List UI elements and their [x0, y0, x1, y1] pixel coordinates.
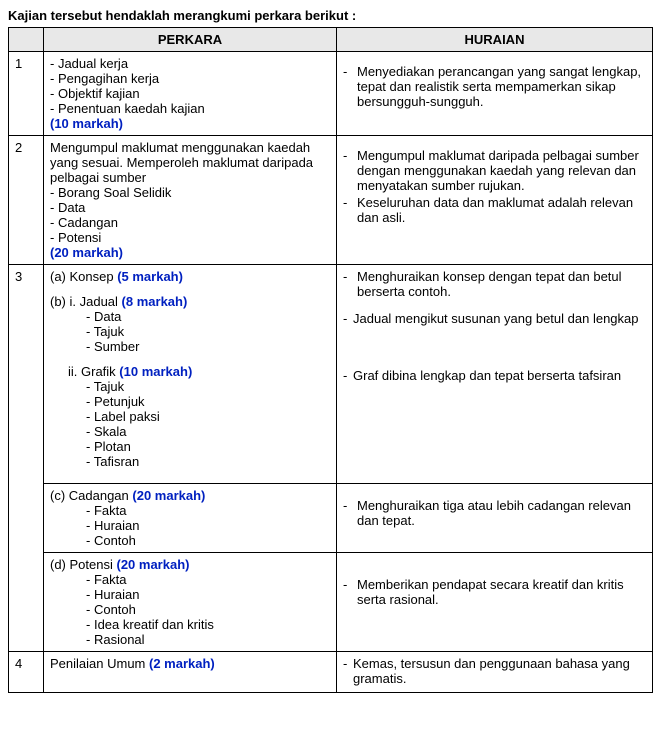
section-label: (a) Konsep: [50, 269, 117, 284]
table-row: 1 Jadual kerja Pengagihan kerja Objektif…: [9, 52, 653, 136]
header-perkara: PERKARA: [44, 28, 337, 52]
intro-text: Mengumpul maklumat menggunakan kaedah ya…: [50, 140, 330, 185]
huraian-text: Kemas, tersusun dan penggunaan bahasa ya…: [353, 656, 646, 686]
list-item: Contoh: [94, 533, 136, 548]
marks-label: (20 markah): [50, 245, 123, 260]
list-item: Borang Soal Selidik: [50, 185, 330, 200]
huraian-text: Jadual mengikut susunan yang betul dan l…: [353, 311, 639, 326]
rubric-table: PERKARA HURAIAN 1 Jadual kerja Pengagiha…: [8, 27, 653, 693]
huraian-text: Mengumpul maklumat daripada pelbagai sum…: [357, 148, 646, 193]
marks-label: (10 markah): [50, 116, 123, 131]
huraian-text: Menghuraikan tiga atau lebih cadangan re…: [357, 498, 646, 528]
list-item: Label paksi: [94, 409, 160, 424]
list-item: Fakta: [94, 572, 127, 587]
row-number: 2: [9, 136, 44, 265]
section-label: Penilaian Umum: [50, 656, 149, 671]
list-item: Rasional: [94, 632, 145, 647]
list-item: Tajuk: [94, 324, 124, 339]
table-row: (c) Cadangan (20 markah) - Fakta - Hurai…: [9, 484, 653, 553]
perkara-cell: (d) Potensi (20 markah) - Fakta - Huraia…: [44, 553, 337, 652]
huraian-text: Keseluruhan data dan maklumat adalah rel…: [357, 195, 646, 225]
section-label: (c) Cadangan: [50, 488, 132, 503]
list-item: Idea kreatif dan kritis: [94, 617, 214, 632]
list-item: Tafisran: [94, 454, 140, 469]
huraian-text: Memberikan pendapat secara kreatif dan k…: [357, 577, 646, 607]
section-label: ii. Grafik: [68, 364, 119, 379]
huraian-cell: -Memberikan pendapat secara kreatif dan …: [337, 553, 653, 652]
list-item: Fakta: [94, 503, 127, 518]
list-item: Data: [94, 309, 121, 324]
list-item: Skala: [94, 424, 127, 439]
list-item: Tajuk: [94, 379, 124, 394]
huraian-cell: -Kemas, tersusun dan penggunaan bahasa y…: [337, 652, 653, 693]
huraian-cell: -Menghuraikan konsep dengan tepat dan be…: [337, 265, 653, 484]
huraian-text: Menghuraikan konsep dengan tepat dan bet…: [357, 269, 646, 299]
list-item: Sumber: [94, 339, 140, 354]
perkara-cell: Jadual kerja Pengagihan kerja Objektif k…: [44, 52, 337, 136]
list-item: Huraian: [94, 587, 140, 602]
marks-label: (2 markah): [149, 656, 215, 671]
perkara-cell: (c) Cadangan (20 markah) - Fakta - Hurai…: [44, 484, 337, 553]
marks-label: (8 markah): [122, 294, 188, 309]
row-number: 1: [9, 52, 44, 136]
marks-label: (10 markah): [119, 364, 192, 379]
list-item: Plotan: [94, 439, 131, 454]
page-title: Kajian tersebut hendaklah merangkumi per…: [8, 8, 653, 23]
marks-label: (20 markah): [116, 557, 189, 572]
list-item: Jadual kerja: [50, 56, 330, 71]
huraian-cell: -Mengumpul maklumat daripada pelbagai su…: [337, 136, 653, 265]
list-item: Penentuan kaedah kajian: [50, 101, 330, 116]
table-row: 2 Mengumpul maklumat menggunakan kaedah …: [9, 136, 653, 265]
section-label: (d) Potensi: [50, 557, 116, 572]
table-row: (d) Potensi (20 markah) - Fakta - Huraia…: [9, 553, 653, 652]
list-item: Objektif kajian: [50, 86, 330, 101]
perkara-cell: (a) Konsep (5 markah) (b) i. Jadual (8 m…: [44, 265, 337, 484]
section-label: (b) i. Jadual: [50, 294, 122, 309]
perkara-cell: Penilaian Umum (2 markah): [44, 652, 337, 693]
row-number: 3: [9, 265, 44, 652]
marks-label: (20 markah): [132, 488, 205, 503]
list-item: Data: [50, 200, 330, 215]
perkara-cell: Mengumpul maklumat menggunakan kaedah ya…: [44, 136, 337, 265]
header-row: PERKARA HURAIAN: [9, 28, 653, 52]
huraian-cell: -Menghuraikan tiga atau lebih cadangan r…: [337, 484, 653, 553]
list-item: Petunjuk: [94, 394, 145, 409]
row-number: 4: [9, 652, 44, 693]
list-item: Huraian: [94, 518, 140, 533]
marks-label: (5 markah): [117, 269, 183, 284]
table-row: 3 (a) Konsep (5 markah) (b) i. Jadual (8…: [9, 265, 653, 484]
list-item: Cadangan: [50, 215, 330, 230]
huraian-text: Graf dibina lengkap dan tepat berserta t…: [353, 368, 621, 383]
header-blank: [9, 28, 44, 52]
huraian-cell: -Menyediakan perancangan yang sangat len…: [337, 52, 653, 136]
huraian-text: Menyediakan perancangan yang sangat leng…: [357, 64, 646, 109]
list-item: Contoh: [94, 602, 136, 617]
header-huraian: HURAIAN: [337, 28, 653, 52]
list-item: Pengagihan kerja: [50, 71, 330, 86]
table-row: 4 Penilaian Umum (2 markah) -Kemas, ters…: [9, 652, 653, 693]
list-item: Potensi: [50, 230, 330, 245]
